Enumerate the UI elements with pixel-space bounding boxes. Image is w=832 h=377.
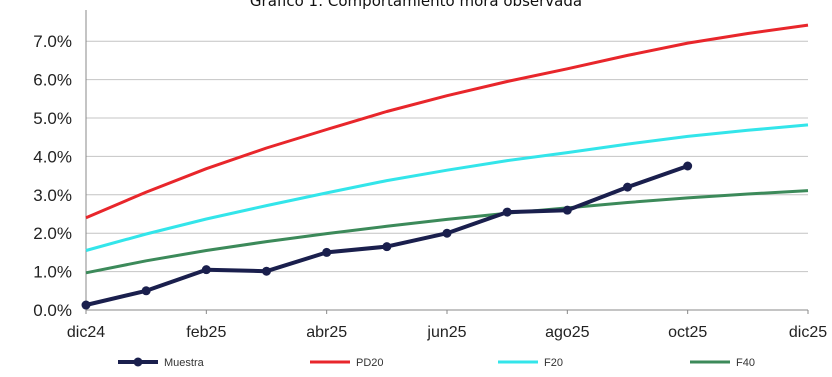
y-tick-label: 4.0% <box>33 147 72 166</box>
legend-item-f40: F40 <box>690 357 755 369</box>
legend-label: F40 <box>736 357 755 369</box>
data-point-muestra <box>382 242 392 252</box>
y-tick-label: 6.0% <box>33 71 72 90</box>
x-tick-label: dic24 <box>67 324 105 341</box>
x-tick-label: abr25 <box>306 324 347 341</box>
y-tick-label: 0.0% <box>33 301 72 320</box>
y-tick-label: 5.0% <box>33 109 72 128</box>
series-line-muestra <box>85 164 689 307</box>
y-tick-label: 1.0% <box>33 263 72 282</box>
legend-label: PD20 <box>356 357 384 369</box>
x-tick-label: jun25 <box>426 324 466 341</box>
series-line-f20 <box>85 123 809 252</box>
data-point-muestra <box>502 207 512 217</box>
data-point-muestra <box>201 265 211 275</box>
x-tick-label: dic25 <box>789 324 827 341</box>
series-line-f40 <box>85 189 809 275</box>
x-tick-label: feb25 <box>186 324 226 341</box>
data-point-muestra <box>141 286 151 296</box>
data-point-muestra <box>442 228 452 238</box>
legend-marker <box>133 357 143 367</box>
legend-label: F20 <box>544 357 563 369</box>
y-tick-label: 7.0% <box>33 32 72 51</box>
data-point-muestra <box>683 161 693 171</box>
y-tick-label: 2.0% <box>33 224 72 243</box>
x-tick-label: ago25 <box>545 324 590 341</box>
data-point-muestra <box>623 182 632 192</box>
data-point-muestra <box>81 300 91 310</box>
series-line-pd20 <box>85 23 809 220</box>
chart-title: Gráfico 1: Comportamiento mora observada <box>249 0 583 10</box>
x-tick-label: oct25 <box>668 324 707 341</box>
legend-label: Muestra <box>164 357 205 369</box>
legend-item-pd20: PD20 <box>310 357 384 369</box>
legend-item-f20: F20 <box>498 357 563 369</box>
data-point-muestra <box>562 205 572 215</box>
legend-item-muestra: Muestra <box>118 357 205 369</box>
data-point-muestra <box>262 266 271 276</box>
y-tick-label: 3.0% <box>33 186 72 205</box>
data-point-muestra <box>322 247 332 257</box>
